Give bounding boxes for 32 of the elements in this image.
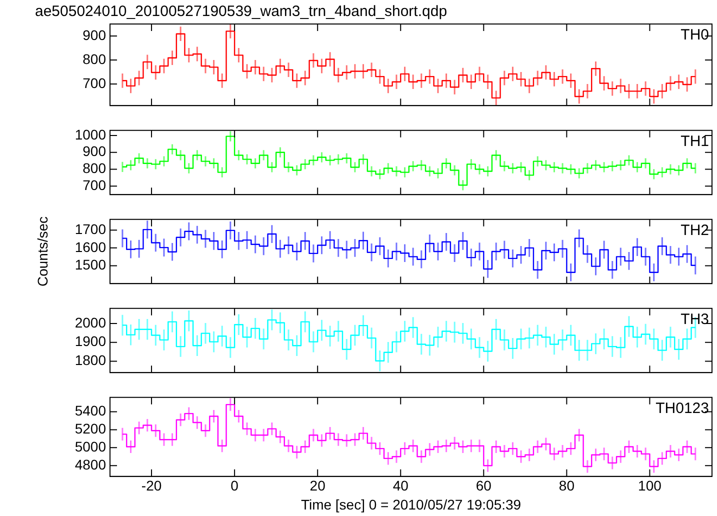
x-axis-title: Time [sec] 0 = 2010/05/27 19:05:39 bbox=[300, 496, 522, 512]
y-tick-label: 4800 bbox=[74, 456, 106, 472]
y-tick-label: 5400 bbox=[74, 402, 106, 419]
x-tick-label: 40 bbox=[392, 478, 409, 494]
annotation: TH0123 bbox=[656, 400, 709, 418]
y-tick-label: 1900 bbox=[74, 333, 106, 350]
y-tick-label: 5200 bbox=[74, 420, 106, 437]
y-axis-title: Counts/sec bbox=[34, 216, 50, 287]
annotation: TH1 bbox=[680, 133, 709, 150]
y-tick-label: 1000 bbox=[74, 126, 106, 142]
y-tick-label: 700 bbox=[82, 177, 106, 194]
y-tick-label: 700 bbox=[82, 74, 106, 91]
x-tick-label: 0 bbox=[230, 478, 239, 494]
y-tick-label: 900 bbox=[82, 143, 106, 160]
x-tick-label: 100 bbox=[638, 478, 662, 494]
x-tick-label: -20 bbox=[141, 478, 162, 494]
y-tick-label: 5000 bbox=[74, 438, 106, 455]
y-tick-label: 800 bbox=[82, 50, 106, 67]
annotation: TH2 bbox=[680, 222, 709, 240]
y-tick-label: 900 bbox=[82, 26, 106, 43]
chart-title: ae505024010_20100527190539_wam3_trn_4band_short.qdp bbox=[35, 3, 448, 20]
x-tick-label: 60 bbox=[476, 478, 492, 494]
y-tick-label: 1600 bbox=[74, 238, 106, 255]
y-tick-label: 1800 bbox=[74, 352, 106, 368]
y-tick-label: 1500 bbox=[74, 256, 106, 273]
x-tick-label: 20 bbox=[310, 478, 326, 494]
x-tick-label: 80 bbox=[558, 478, 575, 494]
y-tick-label: 1700 bbox=[74, 220, 106, 237]
annotation: TH3 bbox=[680, 311, 709, 328]
y-tick-label: 800 bbox=[82, 160, 106, 176]
y-tick-label: 2000 bbox=[74, 314, 106, 330]
annotation: TH0 bbox=[680, 26, 709, 44]
